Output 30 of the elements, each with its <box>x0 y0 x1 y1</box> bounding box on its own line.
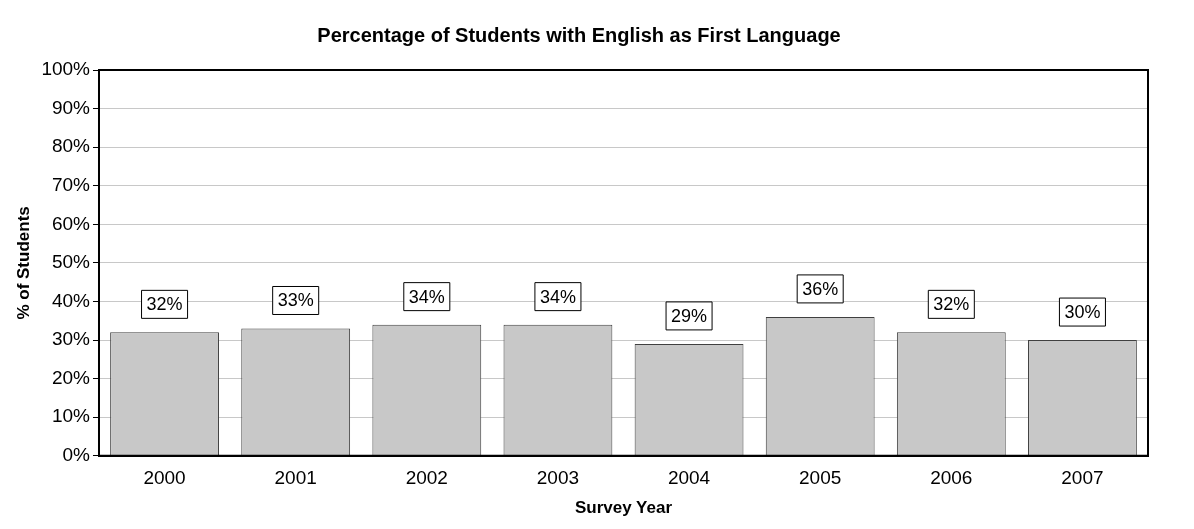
x-tick-label: 2006 <box>930 467 973 489</box>
chart-title: Percentage of Students with English as First Language <box>317 23 841 46</box>
y-tick-label: 80% <box>51 135 91 157</box>
data-label: 32% <box>933 294 970 315</box>
data-label: 34% <box>408 286 445 307</box>
x-tick-label: 2003 <box>536 467 580 489</box>
x-tick-label: 2007 <box>1061 467 1104 489</box>
y-axis-title: % of Students <box>13 206 33 320</box>
y-tick-label: 70% <box>51 173 91 195</box>
data-label: 32% <box>146 294 183 315</box>
y-tick-label: 60% <box>51 212 91 234</box>
y-tick-label: 100% <box>41 58 91 80</box>
data-label: 30% <box>1064 302 1101 323</box>
y-tick-label: 0% <box>62 444 91 466</box>
y-tick-label: 20% <box>51 366 91 388</box>
y-tick-label: 50% <box>51 251 91 273</box>
x-tick-label: 2002 <box>405 467 448 489</box>
data-label: 34% <box>539 286 576 307</box>
y-tick-label: 30% <box>51 328 91 350</box>
data-label: 33% <box>277 290 314 311</box>
y-tick-label: 90% <box>51 96 91 118</box>
x-tick-label: 2001 <box>274 467 317 489</box>
y-tick-label: 10% <box>51 405 91 427</box>
y-tick-label: 40% <box>51 289 91 311</box>
x-tick-label: 2000 <box>143 467 186 489</box>
x-tick-label: 2004 <box>667 467 711 489</box>
x-axis-title: Survey Year <box>574 498 673 518</box>
x-tick-label: 2005 <box>799 467 842 489</box>
data-label: 29% <box>671 305 708 326</box>
data-label: 36% <box>802 278 839 299</box>
